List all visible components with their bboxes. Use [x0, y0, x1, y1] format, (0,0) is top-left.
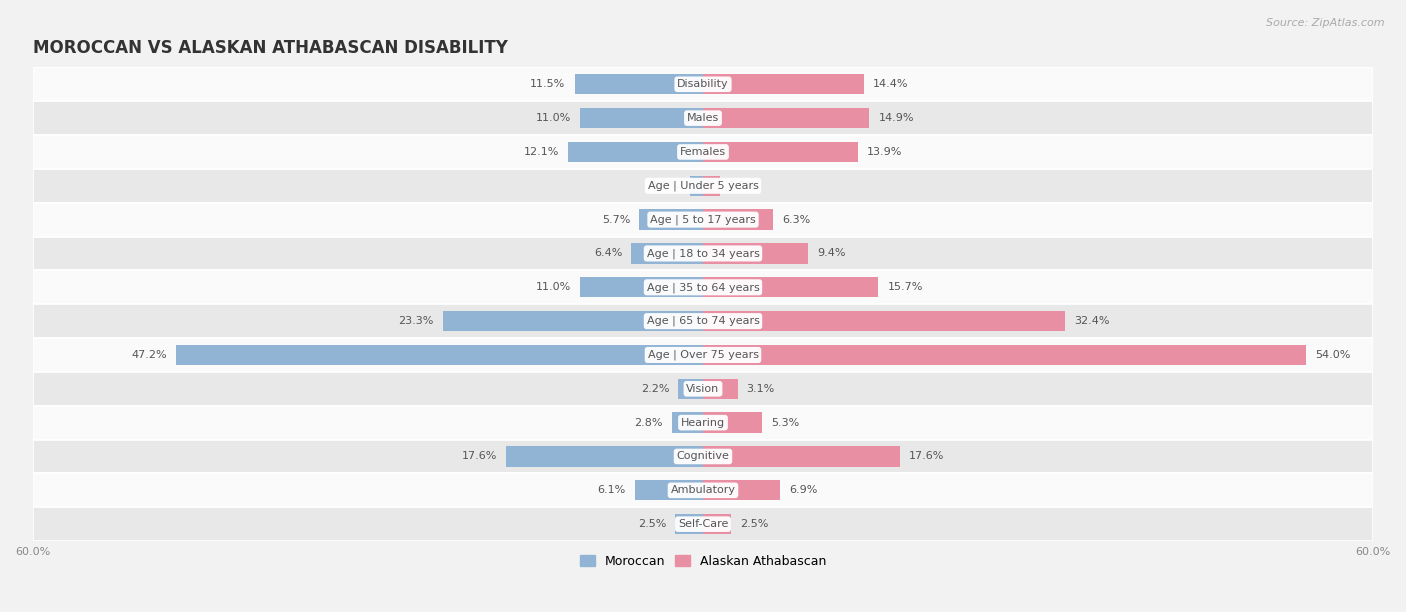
Text: 9.4%: 9.4%: [817, 248, 845, 258]
Text: 3.1%: 3.1%: [747, 384, 775, 394]
Bar: [703, 244, 808, 264]
Text: 54.0%: 54.0%: [1315, 350, 1351, 360]
Bar: [631, 244, 703, 264]
Text: Hearing: Hearing: [681, 417, 725, 428]
Bar: [703, 345, 1306, 365]
Bar: [703, 74, 863, 94]
Text: Females: Females: [681, 147, 725, 157]
Bar: [636, 480, 703, 501]
Text: 17.6%: 17.6%: [908, 452, 943, 461]
Text: Age | 18 to 34 years: Age | 18 to 34 years: [647, 248, 759, 259]
Bar: [675, 514, 703, 534]
Text: 11.0%: 11.0%: [536, 282, 571, 293]
Text: Age | 65 to 74 years: Age | 65 to 74 years: [647, 316, 759, 326]
Bar: [703, 514, 731, 534]
Text: Vision: Vision: [686, 384, 720, 394]
Text: 12.1%: 12.1%: [523, 147, 558, 157]
Text: 13.9%: 13.9%: [868, 147, 903, 157]
Text: 14.4%: 14.4%: [873, 80, 908, 89]
Bar: [703, 108, 869, 129]
Bar: [32, 439, 1374, 474]
Bar: [443, 311, 703, 331]
Text: Age | 35 to 64 years: Age | 35 to 64 years: [647, 282, 759, 293]
Bar: [672, 412, 703, 433]
Bar: [32, 237, 1374, 271]
Text: 14.9%: 14.9%: [879, 113, 914, 123]
Text: 2.2%: 2.2%: [641, 384, 669, 394]
Text: 23.3%: 23.3%: [398, 316, 433, 326]
Bar: [679, 379, 703, 399]
Bar: [581, 108, 703, 129]
Text: 11.5%: 11.5%: [530, 80, 565, 89]
Text: 11.0%: 11.0%: [536, 113, 571, 123]
Text: Source: ZipAtlas.com: Source: ZipAtlas.com: [1267, 18, 1385, 28]
Text: 1.5%: 1.5%: [728, 181, 756, 191]
Text: 5.3%: 5.3%: [770, 417, 800, 428]
Bar: [176, 345, 703, 365]
Bar: [32, 135, 1374, 169]
Bar: [32, 406, 1374, 439]
Text: 6.3%: 6.3%: [782, 215, 811, 225]
Text: 6.9%: 6.9%: [789, 485, 817, 495]
Text: 2.8%: 2.8%: [634, 417, 662, 428]
Bar: [703, 412, 762, 433]
Text: Self-Care: Self-Care: [678, 519, 728, 529]
Bar: [640, 209, 703, 230]
Text: 5.7%: 5.7%: [602, 215, 630, 225]
Bar: [506, 446, 703, 466]
Bar: [703, 176, 720, 196]
Legend: Moroccan, Alaskan Athabascan: Moroccan, Alaskan Athabascan: [575, 550, 831, 573]
Bar: [568, 142, 703, 162]
Bar: [32, 203, 1374, 237]
Bar: [703, 311, 1064, 331]
Bar: [703, 209, 773, 230]
Bar: [581, 277, 703, 297]
Bar: [703, 277, 879, 297]
Bar: [689, 176, 703, 196]
Bar: [32, 271, 1374, 304]
Bar: [32, 101, 1374, 135]
Bar: [32, 474, 1374, 507]
Text: 15.7%: 15.7%: [887, 282, 922, 293]
Text: 2.5%: 2.5%: [740, 519, 768, 529]
Text: 1.2%: 1.2%: [652, 181, 681, 191]
Text: Cognitive: Cognitive: [676, 452, 730, 461]
Text: Disability: Disability: [678, 80, 728, 89]
Bar: [575, 74, 703, 94]
Text: 2.5%: 2.5%: [638, 519, 666, 529]
Text: Age | Under 5 years: Age | Under 5 years: [648, 181, 758, 191]
Text: 6.1%: 6.1%: [598, 485, 626, 495]
Bar: [32, 372, 1374, 406]
Bar: [32, 67, 1374, 101]
Text: Age | Over 75 years: Age | Over 75 years: [648, 349, 758, 360]
Text: MOROCCAN VS ALASKAN ATHABASCAN DISABILITY: MOROCCAN VS ALASKAN ATHABASCAN DISABILIT…: [32, 40, 508, 58]
Bar: [703, 480, 780, 501]
Text: 32.4%: 32.4%: [1074, 316, 1109, 326]
Bar: [32, 338, 1374, 372]
Bar: [32, 304, 1374, 338]
Text: 17.6%: 17.6%: [463, 452, 498, 461]
Text: 6.4%: 6.4%: [595, 248, 623, 258]
Text: 47.2%: 47.2%: [131, 350, 167, 360]
Text: Ambulatory: Ambulatory: [671, 485, 735, 495]
Text: Males: Males: [688, 113, 718, 123]
Bar: [32, 169, 1374, 203]
Bar: [703, 379, 738, 399]
Bar: [703, 142, 858, 162]
Bar: [703, 446, 900, 466]
Text: Age | 5 to 17 years: Age | 5 to 17 years: [650, 214, 756, 225]
Bar: [32, 507, 1374, 541]
